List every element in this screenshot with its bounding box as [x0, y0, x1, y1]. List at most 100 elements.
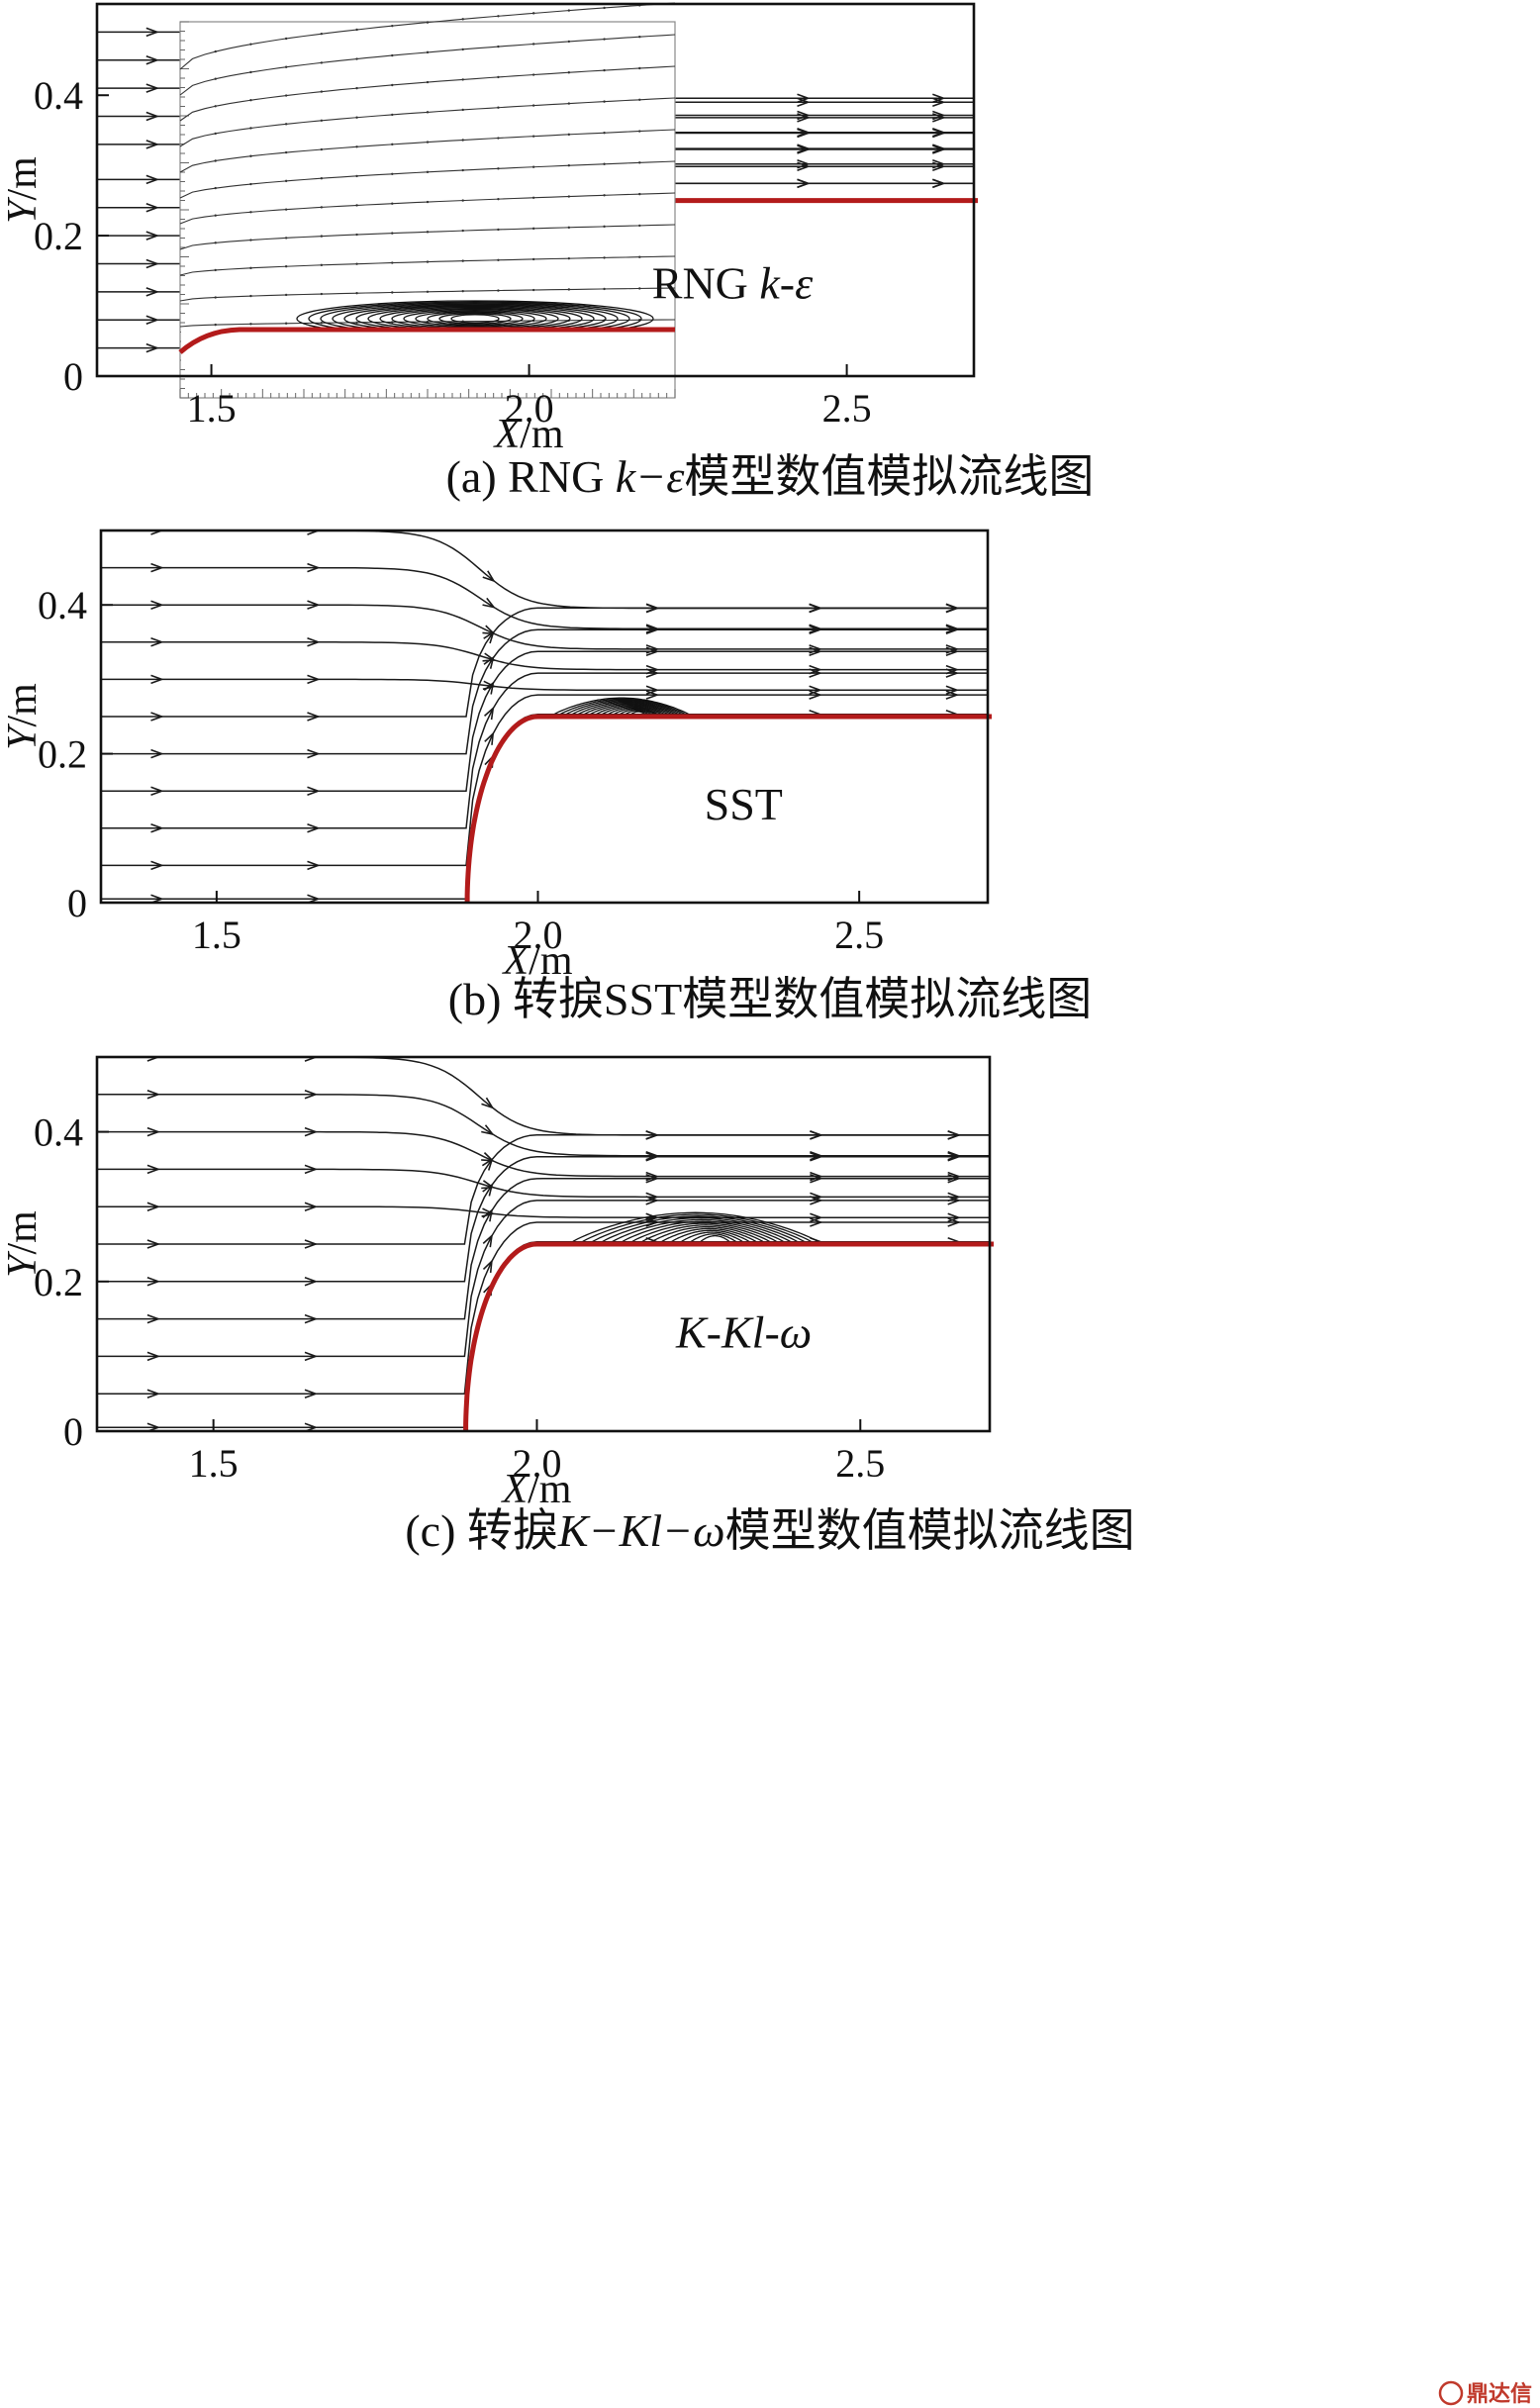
- streamline-arrow: [945, 624, 960, 634]
- streamline-arrow: [146, 1126, 161, 1137]
- streamline: [101, 607, 988, 718]
- inset-streamline-arrow: [355, 116, 358, 119]
- inset-streamline-arrow: [567, 102, 571, 105]
- streamline-arrows: [146, 1174, 962, 1324]
- streamline-arrow: [932, 178, 946, 189]
- model-label: K-Kl-ω: [675, 1307, 812, 1358]
- streamline-arrow: [145, 55, 160, 65]
- streamline-arrow: [645, 1130, 660, 1140]
- streamline-arrow: [810, 1171, 823, 1182]
- bubble-loop: [637, 1224, 774, 1245]
- streamline-arrow: [932, 93, 946, 104]
- streamline: [97, 1156, 990, 1283]
- streamline-arrow: [150, 748, 164, 759]
- streamline-arrow: [304, 1239, 319, 1249]
- inset-streamline-arrow: [355, 28, 358, 32]
- streamline: [97, 1094, 990, 1157]
- streamline-arrow: [645, 1171, 660, 1182]
- y-tick-label: 0.4: [34, 73, 83, 118]
- streamline-arrow: [145, 342, 160, 353]
- panel-caption-part: k−ε: [616, 451, 685, 502]
- inset-streamline-arrow: [426, 21, 430, 24]
- inset-streamline-arrow: [284, 265, 288, 268]
- model-label: SST: [705, 779, 783, 829]
- inset-streamline-arrow: [320, 206, 324, 209]
- inset-bubble-loop: [415, 311, 535, 327]
- inset-streamline-arrow: [497, 258, 500, 261]
- inset-streamline-arrow: [284, 237, 288, 240]
- bubble-loop: [556, 698, 690, 718]
- inset-streamline-arrow: [497, 289, 500, 292]
- inset-streamline-arrow: [284, 179, 288, 183]
- streamline-arrow: [809, 603, 822, 614]
- inset-streamline-arrow: [391, 113, 394, 117]
- bubble-loop: [616, 709, 655, 718]
- streamline-arrow: [145, 315, 160, 325]
- inset-streamline-arrow: [391, 321, 394, 324]
- streamline-arrow: [481, 1124, 495, 1136]
- streamline: [101, 678, 988, 692]
- streamline-arrow: [146, 1313, 161, 1324]
- inset-streamline-arrow: [497, 75, 500, 79]
- inset-streamline-arrow: [567, 164, 571, 167]
- streamline-arrow: [481, 1097, 495, 1109]
- bubble-loop: [574, 701, 679, 718]
- panel-caption: (c) 转捩K−Kl−ω模型数值模拟流线图: [405, 1505, 1134, 1556]
- inset-streamline-arrow: [214, 241, 217, 244]
- streamline-arrow: [797, 178, 811, 189]
- streamline-arrows: [146, 1130, 962, 1249]
- inset-bubble-loop: [438, 313, 512, 325]
- plot-frame: [99, 529, 990, 905]
- streamline-arrow: [810, 1152, 823, 1162]
- inset-streamline-arrow: [249, 266, 252, 270]
- inset-streamline-arrow: [214, 268, 217, 272]
- inset-streamline-arrow: [426, 231, 430, 234]
- inset-streamline-arrow: [320, 177, 324, 180]
- streamline-arrow: [482, 1259, 493, 1274]
- streamline-arrow: [645, 664, 660, 675]
- streamline-arrow: [797, 128, 811, 139]
- streamline: [97, 1178, 990, 1320]
- streamline-arrow: [797, 159, 811, 169]
- streamline-arrow: [150, 530, 164, 535]
- inset-streamline-arrow: [567, 256, 571, 260]
- streamline-arrow: [150, 562, 164, 573]
- inset-streamline-arrow: [603, 6, 606, 10]
- inset-streamline-arrow: [531, 227, 535, 231]
- inset-streamline-arrow: [426, 320, 430, 324]
- streamline-arrow: [947, 1171, 962, 1182]
- inset-streamline-arrow: [426, 141, 430, 144]
- plot-frame: [95, 1055, 992, 1433]
- streamline-arrow: [484, 706, 495, 721]
- y-tick-label: 0: [63, 354, 83, 399]
- inset-streamline-arrow: [426, 80, 430, 84]
- inset-streamline-arrow: [355, 292, 358, 295]
- x-tick-label: 2.5: [835, 1441, 885, 1486]
- inset-streamline-arrow: [320, 147, 324, 151]
- streamline-arrow: [645, 668, 660, 678]
- bubble-loop: [562, 699, 686, 718]
- streamline-arrow: [145, 27, 160, 38]
- streamline-arrow: [810, 1151, 823, 1161]
- watermark: 鼎达信: [1438, 2380, 1532, 2407]
- streamline: [97, 1205, 990, 1218]
- bubble-loop: [677, 1231, 746, 1245]
- bubble-loop: [550, 697, 693, 718]
- streamline: [101, 566, 988, 630]
- inset-streamline-arrow: [320, 90, 324, 93]
- inset-streamline-arrow: [531, 73, 535, 76]
- panel-caption-part: 模型数值模拟流线图: [725, 1505, 1135, 1556]
- inset-streamline-arrow: [567, 9, 571, 12]
- streamline-arrow: [307, 637, 321, 647]
- inset-bubble-loop: [450, 314, 500, 324]
- streamline-arrow: [932, 97, 946, 108]
- inset-streamline-arrow: [603, 225, 606, 229]
- streamline-arrow: [146, 1164, 161, 1175]
- panel-caption-part: K−Kl−ω: [557, 1505, 725, 1556]
- watermark-text: 鼎达信: [1467, 2381, 1532, 2407]
- y-tick-label: 0.2: [34, 214, 83, 258]
- x-axis-label-part: X: [502, 938, 531, 984]
- inset-streamline-arrow: [497, 15, 500, 18]
- panel-caption: (b) 转捩SST模型数值模拟流线图: [448, 974, 1092, 1024]
